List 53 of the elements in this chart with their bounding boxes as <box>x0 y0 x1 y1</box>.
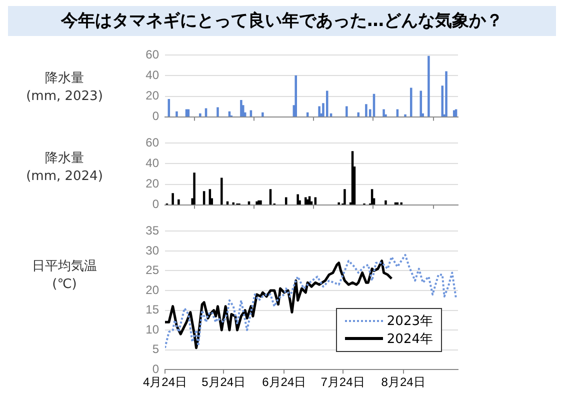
y-tick-label: 40 <box>146 156 160 170</box>
bar <box>384 200 387 205</box>
bar <box>176 111 178 117</box>
y-tick-label: 35 <box>146 224 160 238</box>
x-tick-label: 8月24日 <box>381 375 426 390</box>
x-tick-label: 4月24日 <box>142 375 188 390</box>
bar <box>346 106 348 117</box>
bar <box>172 193 174 205</box>
x-tick-label: 5月24日 <box>202 375 246 390</box>
bar <box>338 202 340 205</box>
bar <box>216 107 219 117</box>
y-tick-label: 25 <box>146 263 160 278</box>
y-tick-label: 30 <box>146 243 160 258</box>
y-tick-label: 0 <box>152 362 160 376</box>
bar <box>344 189 346 205</box>
bar <box>410 88 412 117</box>
bar <box>382 109 385 117</box>
bar <box>199 113 202 117</box>
bar <box>365 104 368 117</box>
y-tick-label: 0 <box>152 197 160 212</box>
bar <box>445 71 448 117</box>
chart-title: 今年はタマネギにとって良い年であった…どんな気象か？ <box>8 6 556 36</box>
bar <box>193 172 196 205</box>
y-tick-label: 60 <box>146 136 160 150</box>
y-axis-title: 降水量 (mm, 2023) <box>25 70 104 106</box>
y-tick-label: 20 <box>146 176 160 191</box>
bar <box>240 100 242 117</box>
y-tick-label: 5 <box>152 342 160 356</box>
bar <box>326 90 328 117</box>
y-tick-label: 15 <box>146 302 160 317</box>
bar <box>296 194 299 205</box>
y-tick-label: 60 <box>146 48 160 62</box>
bar <box>400 202 402 205</box>
bar <box>404 114 406 117</box>
y-tick-label: 40 <box>146 68 160 82</box>
bar <box>178 199 180 205</box>
bar <box>232 202 234 205</box>
y-tick-label: 10 <box>146 322 160 336</box>
y-tick-label: 0 <box>152 109 160 124</box>
legend-label: 2024年 <box>386 330 433 348</box>
x-tick-label: 7月24日 <box>320 375 365 390</box>
y-axis-title: 日平均気温 (℃) <box>31 258 98 294</box>
legend-label: 2023年 <box>386 312 433 330</box>
bar <box>220 178 223 205</box>
x-tick-label: 6月24日 <box>262 375 306 390</box>
y-tick-label: 20 <box>146 88 160 103</box>
bar <box>428 56 430 117</box>
line-series <box>165 254 458 349</box>
y-tick-label: 20 <box>146 282 160 297</box>
y-axis-title: 降水量 (mm, 2024) <box>25 150 104 186</box>
bar <box>262 112 264 117</box>
bar <box>318 106 320 117</box>
bar <box>294 75 298 117</box>
